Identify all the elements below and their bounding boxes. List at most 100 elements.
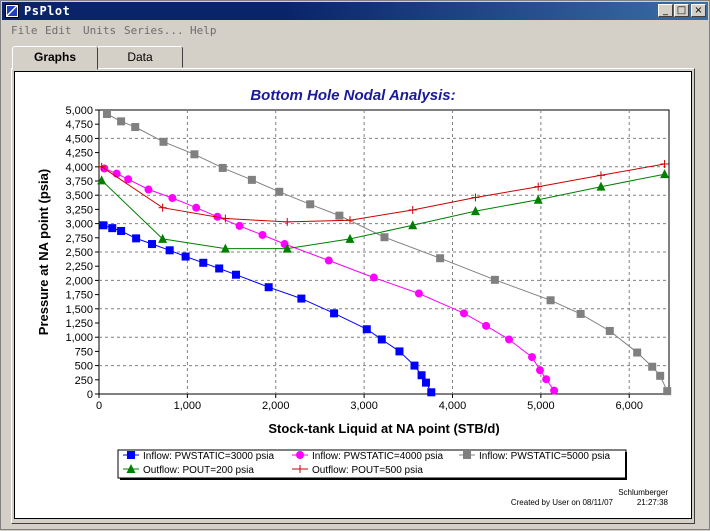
maximize-button[interactable]: □ [674, 4, 689, 17]
y-tick-label: 1,500 [65, 304, 93, 316]
menu-file[interactable]: File [11, 24, 38, 37]
data-point [380, 233, 389, 242]
legend-item-label: Outflow: POUT=500 psia [312, 465, 423, 476]
data-point [410, 361, 419, 370]
data-point [414, 289, 423, 298]
data-point [605, 326, 614, 335]
series-line [101, 173, 665, 250]
data-point [247, 175, 256, 184]
y-tick-label: 1,250 [65, 318, 93, 330]
data-point [131, 123, 140, 132]
data-point [190, 150, 199, 159]
data-point [258, 230, 267, 239]
data-point [324, 256, 333, 265]
data-point [282, 243, 292, 253]
legend-item-label: Outflow: POUT=200 psia [143, 465, 254, 476]
app-icon[interactable] [5, 4, 19, 18]
data-point [158, 233, 168, 243]
legend-box [117, 449, 627, 479]
data-point [535, 366, 544, 375]
data-point [542, 375, 551, 384]
title-bar[interactable]: PsPlot _ □ × [2, 2, 708, 20]
data-point [369, 273, 378, 282]
series [100, 164, 559, 395]
x-tick-label: 2,000 [262, 400, 290, 412]
data-point [470, 206, 480, 216]
y-axis-label: Pressure at NA point (psia) [36, 169, 51, 335]
data-point [471, 193, 480, 202]
data-point [99, 221, 108, 230]
y-tick-label: 2,250 [65, 261, 93, 273]
footer-time: 21:27:38 [637, 498, 669, 507]
data-point [533, 194, 543, 204]
data-point [550, 386, 559, 395]
x-axis-label: Stock-tank Liquid at NA point (STB/d) [268, 421, 499, 436]
data-point [596, 181, 606, 191]
y-tick-label: 2,750 [65, 233, 93, 245]
data-point [108, 224, 117, 233]
menu-units[interactable]: Units [83, 24, 117, 37]
data-point [117, 117, 126, 126]
y-tick-label: 1,750 [65, 290, 93, 302]
data-point [221, 214, 230, 223]
data-point [408, 205, 417, 214]
series-line [101, 163, 665, 223]
x-tick-label: 0 [96, 400, 102, 412]
menu-edit[interactable]: Edit [45, 24, 72, 37]
series [97, 159, 669, 226]
tab-graphs[interactable]: Graphs [12, 46, 98, 70]
y-tick-label: 500 [75, 361, 93, 373]
data-point [132, 234, 141, 243]
data-point [648, 362, 657, 371]
data-point [576, 309, 585, 318]
x-tick-label: 6,000 [615, 400, 643, 412]
data-point [656, 371, 665, 380]
series-group [97, 109, 672, 397]
menu-help[interactable]: Help [190, 24, 217, 37]
data-point [408, 220, 418, 230]
data-point [192, 203, 201, 212]
close-button[interactable]: × [691, 4, 706, 17]
y-tick-label: 4,250 [65, 148, 93, 160]
footer-brand: Schlumberger [618, 488, 668, 497]
series [99, 221, 436, 397]
menu-bar: File Edit Units Series... Help [3, 21, 707, 41]
data-point [345, 216, 354, 225]
data-point [158, 203, 167, 212]
data-point [127, 451, 135, 459]
menu-series[interactable]: Series... [124, 24, 184, 37]
y-tick-label: 2,000 [65, 275, 93, 287]
y-tick-label: 4,000 [65, 162, 93, 174]
data-point [126, 464, 136, 473]
series [102, 109, 672, 396]
y-tick-label: 0 [87, 389, 93, 401]
data-point [335, 211, 344, 220]
data-point [159, 137, 168, 146]
legend: Inflow: PWSTATIC=3000 psia Inflow: PWSTAT… [123, 451, 611, 476]
x-tick-label: 1,000 [174, 400, 202, 412]
y-tick-label: 4,500 [65, 133, 93, 145]
tab-data[interactable]: Data [97, 46, 183, 68]
data-point [102, 109, 111, 118]
data-point [275, 187, 284, 196]
data-point [427, 388, 436, 397]
data-point [97, 162, 106, 171]
data-point [660, 169, 670, 179]
footer-created: Created by User on 08/11/07 [511, 498, 614, 507]
data-point [215, 264, 224, 273]
data-point [168, 194, 177, 203]
data-point [296, 451, 304, 459]
legend-item-label: Inflow: PWSTATIC=5000 psia [479, 451, 611, 462]
data-point [330, 309, 339, 318]
data-point [97, 175, 107, 185]
minimize-button[interactable]: _ [658, 4, 673, 17]
data-point [218, 163, 227, 172]
data-point [306, 200, 315, 209]
data-point [199, 258, 208, 267]
legend-item-label: Inflow: PWSTATIC=4000 psia [312, 451, 444, 462]
data-point [117, 226, 126, 235]
data-point [459, 309, 468, 318]
data-point [345, 233, 355, 243]
